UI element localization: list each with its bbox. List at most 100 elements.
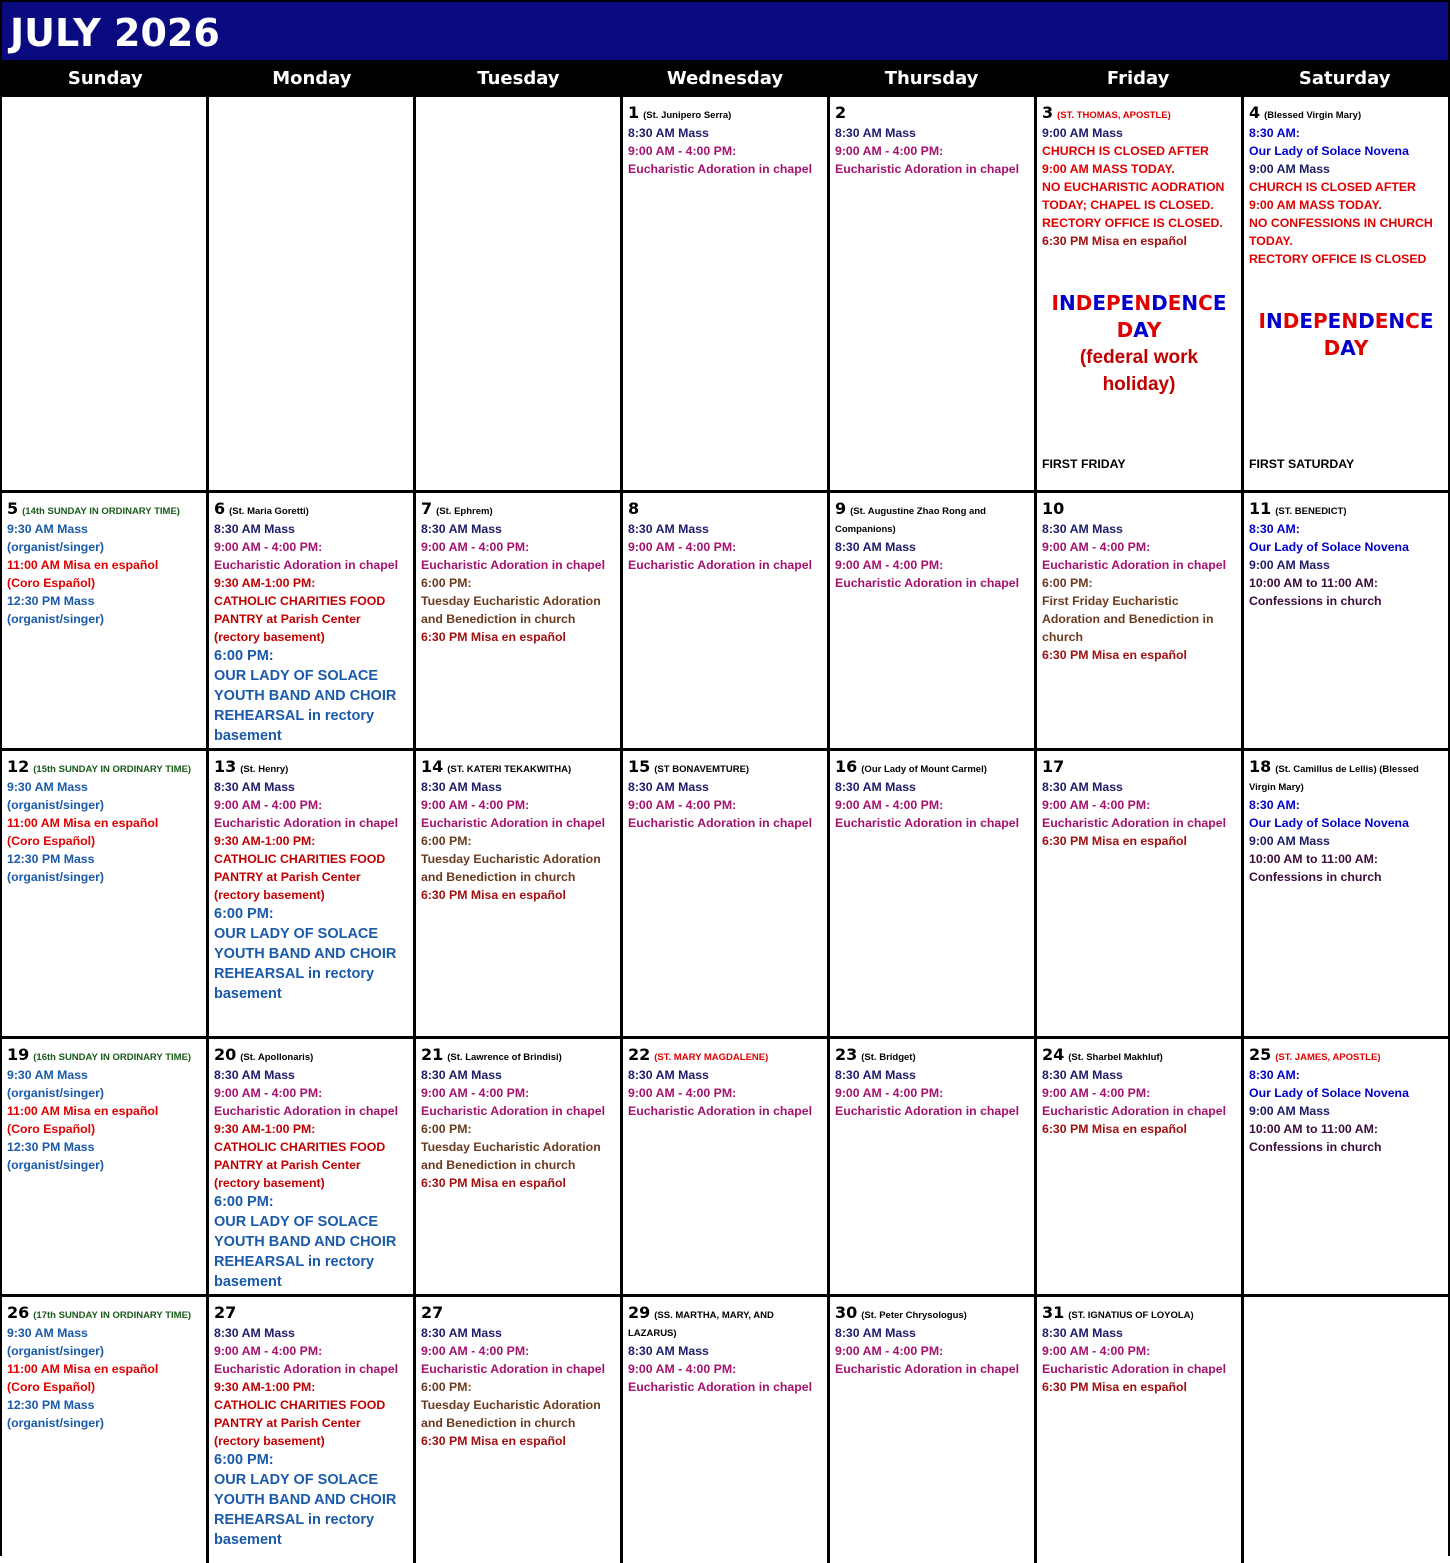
schedule-line: 6:30 PM Misa en español xyxy=(1042,1122,1187,1136)
day-number: 6 xyxy=(214,499,226,518)
day-cell: 5 (14th SUNDAY IN ORDINARY TIME) 9:30 AM M… xyxy=(2,493,206,748)
schedule-line: 9:00 AM - 4:00 PM: xyxy=(1042,1344,1151,1358)
schedule-line: Eucharistic Adoration in chapel xyxy=(421,558,606,572)
schedule-line: Eucharistic Adoration in chapel xyxy=(421,816,606,830)
schedule-line: 8:30 AM Mass xyxy=(421,1326,502,1340)
schedule-line: (rectory basement) xyxy=(214,630,325,644)
day-heading: 5 (14th SUNDAY IN ORDINARY TIME) xyxy=(7,499,201,519)
feast-name: (St. Apollonaris) xyxy=(240,1052,314,1063)
schedule-line: 9:00 AM - 4:00 PM: xyxy=(835,798,944,812)
day-cell: 12 (15th SUNDAY IN ORDINARY TIME) 9:30 AM … xyxy=(2,751,206,1036)
schedule-line: 8:30 AM: xyxy=(1249,1068,1300,1082)
schedule-line: 8:30 AM: xyxy=(1249,798,1300,812)
day-number: 8 xyxy=(628,499,640,518)
day-number: 25 xyxy=(1249,1045,1272,1064)
schedule-line: OUR LADY OF SOLACE YOUTH BAND AND CHOIR … xyxy=(214,1214,397,1290)
feast-name: (St. Sharbel Makhluf) xyxy=(1068,1052,1163,1063)
day-cell: 2 8:30 AM Mass 9:00 AM - 4:00 PM: Eucharist… xyxy=(830,97,1034,490)
feast-name: (St. Camillus de Lellis) (Blessed Virgin… xyxy=(1249,764,1419,793)
day-cell: 25 (ST. JAMES, APOSTLE) 8:30 AM: Our Lady o… xyxy=(1244,1039,1448,1294)
day-cell: 9 (St. Augustine Zhao Rong and Companions… xyxy=(830,493,1034,748)
day-cell xyxy=(209,97,413,490)
schedule-line: Eucharistic Adoration in chapel xyxy=(214,816,399,830)
day-number: 27 xyxy=(421,1303,444,1322)
schedule-line: Eucharistic Adoration in chapel xyxy=(835,162,1020,176)
day-cell: 27 8:30 AM Mass 9:00 AM - 4:00 PM: Eucharis… xyxy=(209,1297,413,1563)
schedule-line: Tuesday Eucharistic Adoration and Benedi… xyxy=(421,1140,601,1172)
feast-name: (Blessed Virgin Mary) xyxy=(1264,110,1362,121)
schedule-line: 9:30 AM Mass xyxy=(7,1326,88,1340)
schedule-line: 8:30 AM Mass xyxy=(835,1068,916,1082)
feast-name: (17th SUNDAY IN ORDINARY TIME) xyxy=(33,1310,192,1321)
day-number: 5 xyxy=(7,499,19,518)
schedule-line: Confessions in church xyxy=(1249,594,1382,608)
day-heading: 12 (15th SUNDAY IN ORDINARY TIME) xyxy=(7,757,201,777)
day-cell xyxy=(1244,1297,1448,1563)
day-heading: 3 (ST. THOMAS, APOSTLE) xyxy=(1042,103,1236,123)
day-number: 24 xyxy=(1042,1045,1065,1064)
day-heading: 2 xyxy=(835,103,1029,123)
schedule-line: 9:00 AM Mass xyxy=(1249,834,1330,848)
schedule-line: Eucharistic Adoration in chapel xyxy=(1042,1362,1227,1376)
schedule-line: 8:30 AM Mass xyxy=(214,780,295,794)
day-cell: 11 (ST. BENEDICT) 8:30 AM: Our Lady of Sola… xyxy=(1244,493,1448,748)
day-number: 16 xyxy=(835,757,858,776)
day-heading: 23 (St. Bridget) xyxy=(835,1045,1029,1065)
schedule-line: (rectory basement) xyxy=(214,1434,325,1448)
day-cell xyxy=(416,97,620,490)
schedule-line: Eucharistic Adoration in chapel xyxy=(835,1104,1020,1118)
schedule-line: 8:30 AM Mass xyxy=(835,126,916,140)
schedule-line: (organist/singer) xyxy=(7,612,105,626)
day-number: 9 xyxy=(835,499,847,518)
schedule-line: 9:00 AM - 4:00 PM: xyxy=(421,540,530,554)
day-number: 27 xyxy=(214,1303,237,1322)
schedule-line: 8:30 AM Mass xyxy=(628,1068,709,1082)
day-number: 23 xyxy=(835,1045,858,1064)
day-cell: 16 (Our Lady of Mount Carmel) 8:30 AM Mass… xyxy=(830,751,1034,1036)
schedule-line: 11:00 AM Misa en español xyxy=(7,816,159,830)
day-number: 13 xyxy=(214,757,237,776)
day-heading: 27 xyxy=(214,1303,408,1323)
schedule-line: 12:30 PM Mass xyxy=(7,1398,95,1412)
day-cell: 8 8:30 AM Mass 9:00 AM - 4:00 PM: Eucharist… xyxy=(623,493,827,748)
schedule-line: 8:30 AM Mass xyxy=(835,540,916,554)
schedule-line: (Coro Español) xyxy=(7,1122,96,1136)
schedule-line: 9:00 AM Mass xyxy=(1249,558,1330,572)
schedule-line: Eucharistic Adoration in chapel xyxy=(1042,816,1227,830)
feast-name: (St. Lawrence of Brindisi) xyxy=(447,1052,562,1063)
weekday-label: Thursday xyxy=(884,68,979,89)
day-heading: 26 (17th SUNDAY IN ORDINARY TIME) xyxy=(7,1303,201,1323)
schedule-line: Confessions in church xyxy=(1249,870,1382,884)
day-number: 14 xyxy=(421,757,444,776)
schedule-line: 9:30 AM-1:00 PM: xyxy=(214,1122,316,1136)
day-heading: 4 (Blessed Virgin Mary) xyxy=(1249,103,1443,123)
schedule-line: 12:30 PM Mass xyxy=(7,1140,95,1154)
day-cell xyxy=(2,97,206,490)
schedule-line: CATHOLIC CHARITIES FOOD PANTRY at Parish… xyxy=(214,1398,386,1430)
schedule-line: (Coro Español) xyxy=(7,576,96,590)
weekday-label: Saturday xyxy=(1298,68,1391,89)
schedule-line: 10:00 AM to 11:00 AM: xyxy=(1249,576,1378,590)
schedule-line: 9:00 AM - 4:00 PM: xyxy=(214,798,323,812)
day-cell: 6 (St. Maria Goretti) 8:30 AM Mass 9:00 AM … xyxy=(209,493,413,748)
feast-name: (ST BONAVEMTURE) xyxy=(654,764,750,775)
day-cell: 18 (St. Camillus de Lellis) (Blessed Virg… xyxy=(1244,751,1448,1036)
day-cell: 1 (St. Junipero Serra) 8:30 AM Mass 9:00 AM… xyxy=(623,97,827,490)
day-number: 3 xyxy=(1042,103,1054,122)
schedule-line: 6:30 PM Misa en español xyxy=(421,1434,566,1448)
feast-name: (ST. BENEDICT) xyxy=(1275,506,1347,517)
schedule-line: 9:00 AM - 4:00 PM: xyxy=(835,144,944,158)
day-heading: 25 (ST. JAMES, APOSTLE) xyxy=(1249,1045,1443,1065)
feast-name: (ST. MARY MAGDALENE) xyxy=(654,1052,769,1063)
schedule-line: (organist/singer) xyxy=(7,1416,105,1430)
schedule-line: NO CONFESSIONS IN CHURCH TODAY. xyxy=(1249,216,1433,248)
day-cell: 4 (Blessed Virgin Mary) 8:30 AM: Our Lady o… xyxy=(1244,97,1448,490)
day-cell: 30 (St. Peter Chrysologus) 8:30 AM Mass 9:0… xyxy=(830,1297,1034,1563)
schedule-line: 9:00 AM Mass xyxy=(1249,1104,1330,1118)
day-cell: 23 (St. Bridget) 8:30 AM Mass 9:00 AM - 4:0… xyxy=(830,1039,1034,1294)
day-heading: 19 (16th SUNDAY IN ORDINARY TIME) xyxy=(7,1045,201,1065)
schedule-line: 9:30 AM-1:00 PM: xyxy=(214,834,316,848)
schedule-line: Eucharistic Adoration in chapel xyxy=(628,162,813,176)
day-heading: 10 xyxy=(1042,499,1236,519)
schedule-line: 11:00 AM Misa en español xyxy=(7,1104,159,1118)
